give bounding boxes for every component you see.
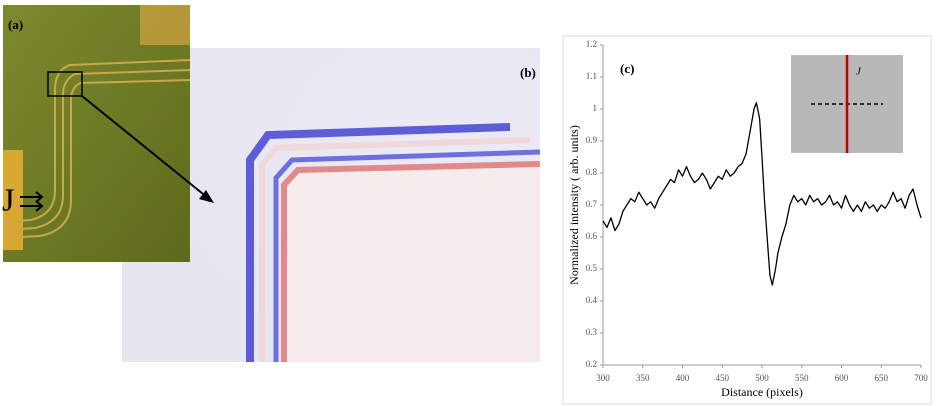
x-tick-label: 350 bbox=[636, 373, 650, 383]
inset-label: J bbox=[856, 66, 862, 78]
x-tick-label: 650 bbox=[875, 373, 889, 383]
x-tick-label: 700 bbox=[914, 373, 928, 383]
panel-b-image: (b) bbox=[122, 48, 541, 362]
x-tick-label: 500 bbox=[755, 373, 769, 383]
panel-label: (c) bbox=[620, 61, 634, 76]
y-tick-label: 0.7 bbox=[586, 199, 598, 209]
y-tick-label: 0.8 bbox=[586, 167, 598, 177]
y-tick-label: 1.2 bbox=[586, 39, 597, 49]
x-tick-label: 400 bbox=[676, 373, 690, 383]
panel-label: (b) bbox=[520, 65, 536, 80]
y-tick-label: 0.9 bbox=[586, 135, 598, 145]
x-tick-label: 300 bbox=[596, 373, 610, 383]
data-line bbox=[602, 101, 922, 286]
x-axis-label: Distance (pixels) bbox=[721, 385, 803, 399]
y-tick-label: 0.6 bbox=[586, 231, 598, 241]
x-tick-label: 550 bbox=[795, 373, 809, 383]
chart: 0.2 0.3 0.4 0.5 0.6 0.7 0.8 0.9 1 1.1 1.2 300 350 400… bbox=[567, 39, 929, 399]
y-tick-label: 1 bbox=[593, 103, 598, 113]
y-tick-label: 0.5 bbox=[586, 263, 598, 273]
y-tick-label: 0.2 bbox=[586, 359, 597, 369]
x-tick-label: 450 bbox=[716, 373, 730, 383]
y-tick-label: 1.1 bbox=[586, 71, 597, 81]
panel-label: (a) bbox=[8, 17, 23, 32]
current-label: J bbox=[2, 181, 14, 217]
y-axis-label: Normalized intensity ( arb. units) bbox=[567, 125, 581, 285]
panel-a-image: (a) J bbox=[2, 5, 191, 262]
y-tick-label: 0.4 bbox=[586, 295, 598, 305]
x-tick-label: 600 bbox=[835, 373, 849, 383]
y-tick-label: 0.3 bbox=[586, 327, 598, 337]
